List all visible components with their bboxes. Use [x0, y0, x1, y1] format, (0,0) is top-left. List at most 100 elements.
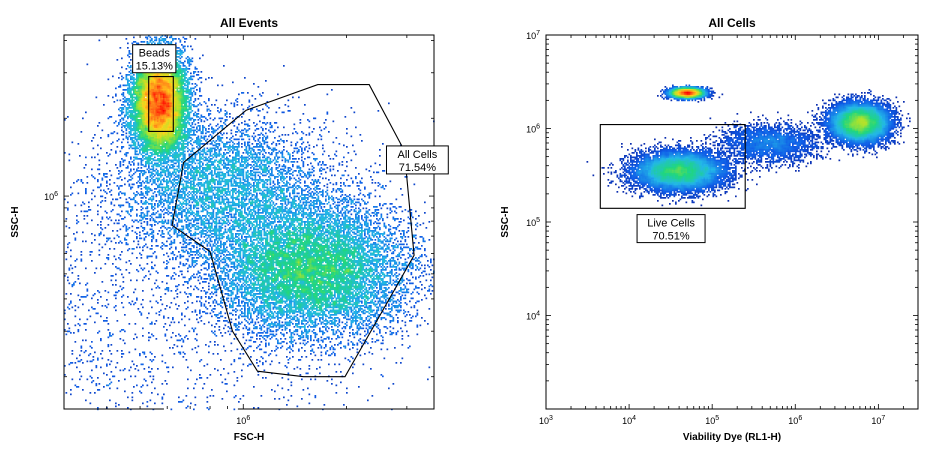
density-cell [211, 131, 213, 133]
density-cell [169, 111, 171, 114]
density-cell [157, 96, 159, 99]
density-cell [163, 96, 165, 99]
density-cell [184, 102, 186, 105]
density-cell [203, 150, 206, 153]
density-cell [128, 179, 131, 181]
density-cell [163, 156, 165, 159]
density-cell [220, 159, 222, 162]
density-cell [143, 114, 146, 117]
density-cell [274, 176, 276, 178]
density-cell [223, 176, 225, 178]
density-cell [193, 174, 195, 177]
density-cell [146, 86, 149, 88]
density-cell [140, 149, 143, 151]
density-cell [206, 174, 209, 177]
density-cell [188, 171, 191, 174]
density-cell [182, 146, 185, 148]
density-cell [164, 38, 167, 40]
density-cell [179, 125, 182, 127]
density-cell [242, 92, 245, 94]
density-cell [173, 83, 176, 85]
density-cell [193, 114, 195, 117]
density-cell [343, 156, 345, 159]
density-cell [154, 134, 156, 136]
density-cell [272, 147, 275, 150]
density-cell [139, 101, 141, 103]
density-cell [157, 146, 159, 148]
density-cell [259, 179, 261, 181]
density-cell [181, 126, 183, 129]
density-cell [263, 122, 266, 124]
density-cell [302, 165, 305, 168]
density-cell [179, 116, 182, 118]
density-cell [125, 99, 128, 102]
density-cell [404, 176, 407, 178]
density-cell [179, 99, 182, 102]
density-cell [242, 152, 245, 154]
density-cell [247, 165, 249, 168]
density-cell [136, 140, 138, 142]
density-cell [152, 180, 155, 183]
density-cell [64, 152, 66, 154]
density-cell [161, 120, 164, 123]
density-cell [127, 138, 129, 141]
density-cell [188, 123, 191, 126]
density-cell [296, 132, 299, 135]
density-cell [164, 102, 167, 105]
density-cell [142, 134, 144, 136]
density-cell [382, 170, 384, 172]
density-cell [280, 177, 282, 180]
density-cell [263, 170, 266, 172]
density-cell [371, 179, 374, 181]
density-cell [238, 173, 240, 175]
density-cell [128, 51, 131, 54]
density-cell [238, 93, 240, 96]
density-cell [178, 138, 180, 141]
density-cell [275, 176, 278, 178]
density-cell [142, 141, 144, 144]
density-cell [98, 168, 101, 171]
density-cell [206, 170, 209, 172]
density-cell [184, 38, 186, 40]
density-cell [157, 170, 159, 172]
density-cell [299, 173, 302, 175]
density-cell [278, 135, 281, 138]
density-cell [154, 141, 156, 144]
density-cell [313, 170, 315, 172]
density-cell [301, 170, 303, 172]
density-cell [190, 60, 192, 63]
density-cell [121, 113, 123, 115]
density-cell [214, 117, 216, 120]
density-cell [226, 152, 228, 154]
density-cell [119, 99, 122, 102]
density-cell [277, 176, 279, 178]
density-cell [197, 141, 200, 144]
density-cell [130, 129, 132, 132]
density-cell [164, 125, 167, 127]
density-cell [184, 129, 186, 132]
density-cell [266, 170, 269, 172]
density-cell [164, 39, 167, 42]
density-cell [217, 137, 219, 139]
density-cell [230, 171, 233, 174]
density-cell [107, 95, 110, 97]
density-cell [151, 125, 153, 127]
density-cell [125, 38, 128, 40]
density-cell [131, 134, 134, 136]
density-cell [235, 168, 237, 171]
density-cell [263, 164, 266, 166]
density-cell [80, 180, 83, 183]
density-cell [157, 92, 159, 94]
density-cell [257, 179, 260, 181]
density-cell [140, 170, 143, 172]
density-cell [205, 117, 207, 120]
density-cell [179, 132, 182, 135]
density-cell [218, 161, 221, 163]
density-cell [149, 171, 152, 174]
density-cell [164, 156, 167, 159]
density-cell [148, 141, 150, 144]
density-cell [136, 101, 138, 103]
density-cell [140, 123, 143, 126]
density-cell [155, 147, 158, 150]
density-cell [131, 129, 134, 132]
